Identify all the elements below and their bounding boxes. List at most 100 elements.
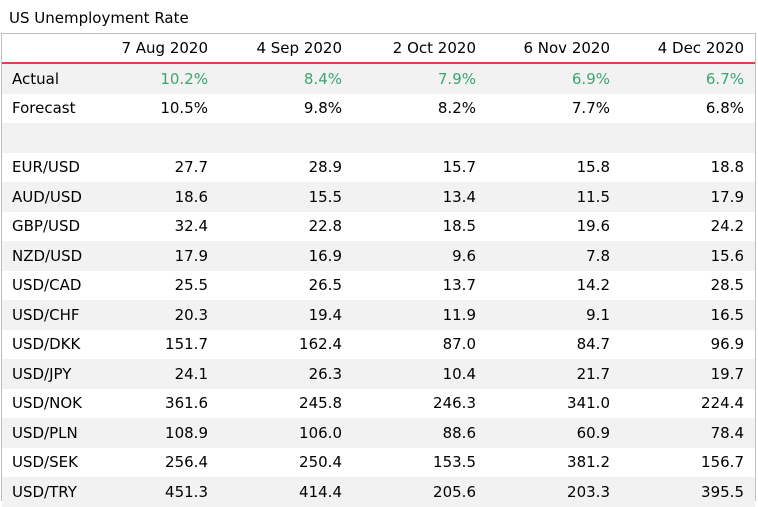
- value-cell: 78.4: [621, 418, 755, 448]
- row-label: Forecast: [12, 99, 76, 118]
- value-cell: 13.7: [442, 276, 476, 295]
- value-cell: 19.7: [621, 359, 755, 389]
- value-cell: 205.6: [353, 477, 487, 507]
- value-cell: 395.5: [621, 477, 755, 507]
- table-row: USD/TRY 451.3 414.4 205.6 203.3 395.5: [2, 477, 755, 507]
- value-cell: [85, 123, 219, 153]
- row-label: USD/TRY: [2, 477, 85, 507]
- value-cell: 256.4: [165, 453, 208, 472]
- header-cell-date: 4 Sep 2020: [219, 34, 353, 64]
- value-cell: 18.6: [85, 182, 219, 212]
- table-row: USD/PLN 108.9 106.0 88.6 60.9 78.4: [2, 418, 755, 448]
- value-cell: 28.9: [308, 158, 342, 177]
- value-cell: 9.1: [487, 300, 621, 330]
- table-row: AUD/USD 18.6 15.5 13.4 11.5 17.9: [2, 182, 755, 212]
- value-cell: 25.5: [174, 276, 208, 295]
- table-body: Actual 10.2% 8.4% 7.9% 6.9% 6.7% Forecast 10.5%…: [2, 63, 755, 507]
- row-label: [2, 123, 85, 153]
- table-spacer-row: [2, 123, 755, 153]
- value-cell: 28.5: [710, 276, 744, 295]
- row-label: USD/CHF: [2, 300, 85, 330]
- value-cell: 156.7: [701, 453, 744, 472]
- table-row: USD/CAD 25.5 26.5 13.7 14.2 28.5: [2, 271, 755, 301]
- value-cell: 246.3: [433, 394, 476, 413]
- row-label: USD/DKK: [12, 335, 81, 354]
- table-row: USD/SEK 256.4 250.4 153.5 381.2 156.7: [2, 448, 755, 478]
- table-row: USD/JPY 24.1 26.3 10.4 21.7 19.7: [2, 359, 755, 389]
- table-row: EUR/USD 27.7 28.9 15.7 15.8 18.8: [2, 153, 755, 183]
- value-cell: 26.5: [308, 276, 342, 295]
- value-cell: 7.9%: [353, 63, 487, 94]
- value-cell: [353, 123, 487, 153]
- row-label: USD/CAD: [12, 276, 82, 295]
- value-cell: [487, 123, 621, 153]
- value-cell: 361.6: [165, 394, 208, 413]
- value-cell: [621, 123, 755, 153]
- value-cell: 151.7: [165, 335, 208, 354]
- value-cell: 87.0: [442, 335, 476, 354]
- row-label: AUD/USD: [2, 182, 85, 212]
- value-cell: [219, 123, 353, 153]
- value-cell: 8.4%: [219, 63, 353, 94]
- row-label: USD/PLN: [2, 418, 85, 448]
- value-cell: 88.6: [353, 418, 487, 448]
- value-cell: 162.4: [299, 335, 342, 354]
- header-cell-date: 4 Dec 2020: [621, 34, 755, 64]
- value-cell: 6.9%: [487, 63, 621, 94]
- row-label: EUR/USD: [12, 158, 80, 177]
- value-cell: 224.4: [701, 394, 744, 413]
- table-row-actual: Actual 10.2% 8.4% 7.9% 6.9% 6.7%: [2, 63, 755, 94]
- table-row: NZD/USD 17.9 16.9 9.6 7.8 15.6: [2, 241, 755, 271]
- value-cell: 8.2%: [437, 99, 476, 118]
- data-table-frame: 7 Aug 2020 4 Sep 2020 2 Oct 2020 6 Nov 2…: [1, 33, 756, 507]
- value-cell: 7.7%: [571, 99, 610, 118]
- value-cell: 11.5: [487, 182, 621, 212]
- value-cell: 13.4: [353, 182, 487, 212]
- value-cell: 9.6: [353, 241, 487, 271]
- table-row-forecast: Forecast 10.5% 9.8% 8.2% 7.7% 6.8%: [2, 94, 755, 124]
- row-label: USD/SEK: [12, 453, 78, 472]
- value-cell: 27.7: [174, 158, 208, 177]
- value-cell: 6.7%: [621, 63, 755, 94]
- value-cell: 15.7: [442, 158, 476, 177]
- header-cell-label: [2, 34, 85, 64]
- value-cell: 32.4: [174, 217, 208, 236]
- value-cell: 17.9: [85, 241, 219, 271]
- unemployment-table: 7 Aug 2020 4 Sep 2020 2 Oct 2020 6 Nov 2…: [2, 34, 755, 507]
- value-cell: 9.8%: [303, 99, 342, 118]
- value-cell: 10.2%: [85, 63, 219, 94]
- value-cell: 10.4: [353, 359, 487, 389]
- table-title: US Unemployment Rate: [9, 9, 189, 27]
- value-cell: 96.9: [710, 335, 744, 354]
- row-label: USD/JPY: [2, 359, 85, 389]
- value-cell: 60.9: [487, 418, 621, 448]
- value-cell: 11.9: [353, 300, 487, 330]
- table-row: USD/NOK 361.6 245.8 246.3 341.0 224.4: [2, 389, 755, 419]
- header-cell-date: 6 Nov 2020: [487, 34, 621, 64]
- value-cell: 451.3: [85, 477, 219, 507]
- value-cell: 84.7: [576, 335, 610, 354]
- value-cell: 19.6: [576, 217, 610, 236]
- value-cell: 203.3: [487, 477, 621, 507]
- value-cell: 153.5: [433, 453, 476, 472]
- row-label: NZD/USD: [2, 241, 85, 271]
- value-cell: 24.2: [710, 217, 744, 236]
- header-cell-date: 7 Aug 2020: [85, 34, 219, 64]
- value-cell: 16.5: [621, 300, 755, 330]
- value-cell: 16.9: [219, 241, 353, 271]
- value-cell: 15.8: [576, 158, 610, 177]
- value-cell: 106.0: [219, 418, 353, 448]
- value-cell: 6.8%: [705, 99, 744, 118]
- value-cell: 381.2: [567, 453, 610, 472]
- row-label: GBP/USD: [12, 217, 81, 236]
- table-row: USD/CHF 20.3 19.4 11.9 9.1 16.5: [2, 300, 755, 330]
- value-cell: 10.5%: [160, 99, 208, 118]
- value-cell: 18.5: [442, 217, 476, 236]
- value-cell: 15.6: [621, 241, 755, 271]
- header-cell-date: 2 Oct 2020: [353, 34, 487, 64]
- value-cell: 18.8: [710, 158, 744, 177]
- value-cell: 7.8: [487, 241, 621, 271]
- table-header-row: 7 Aug 2020 4 Sep 2020 2 Oct 2020 6 Nov 2…: [2, 34, 755, 64]
- value-cell: 341.0: [567, 394, 610, 413]
- value-cell: 21.7: [487, 359, 621, 389]
